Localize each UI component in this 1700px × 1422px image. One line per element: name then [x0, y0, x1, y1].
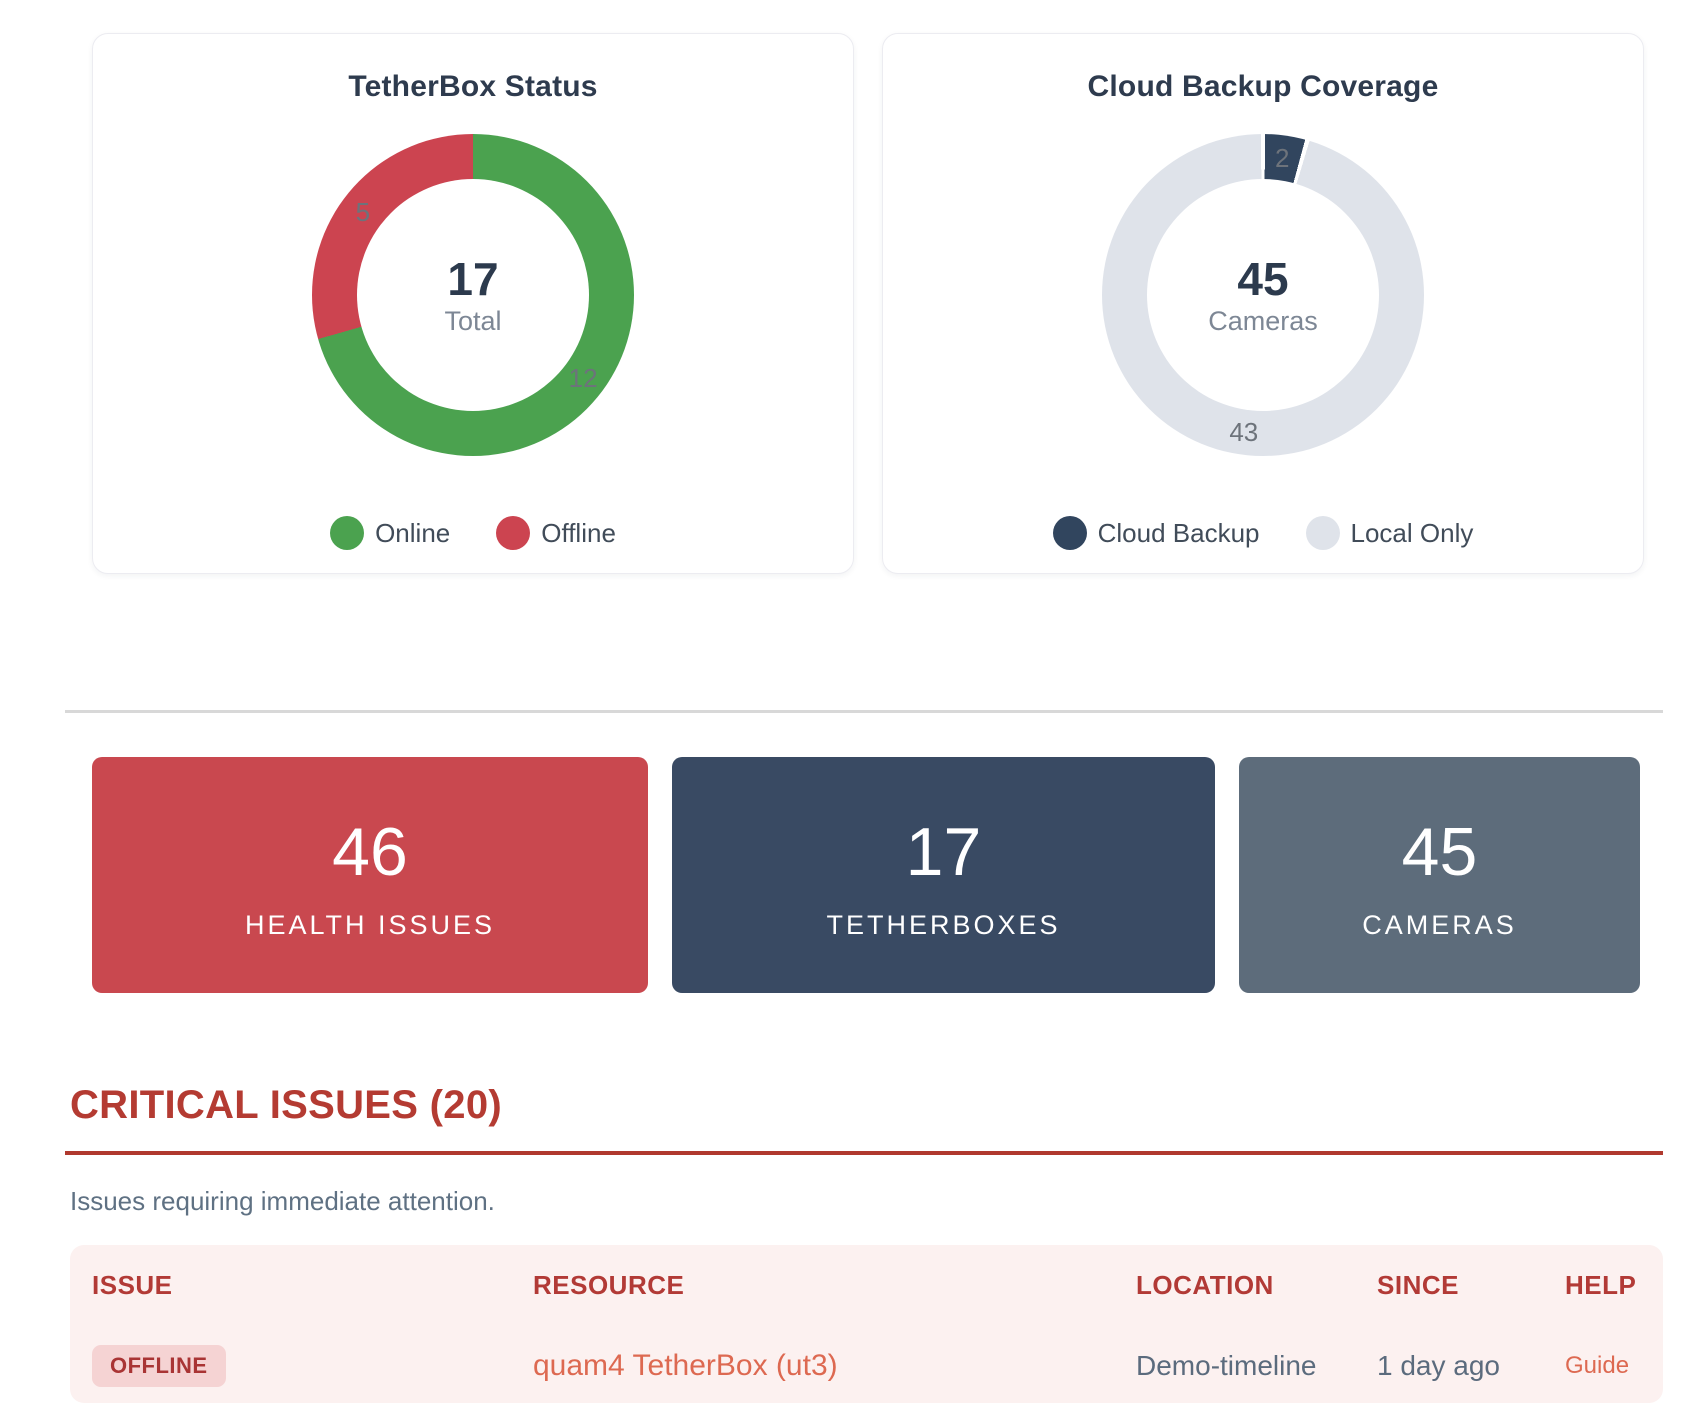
- col-header-help: HELP: [1565, 1269, 1637, 1300]
- donut-center: 17 Total: [357, 179, 589, 411]
- cameras-count: 45: [1401, 813, 1478, 890]
- critical-issues-table: ISSUE RESOURCE LOCATION SINCE HELP OFFLI…: [70, 1245, 1663, 1403]
- health-issues-label: HEALTH ISSUES: [244, 909, 496, 940]
- legend-label: Offline: [541, 517, 616, 548]
- section-divider: [65, 710, 1663, 713]
- total-label: Total: [444, 305, 502, 336]
- resource-link[interactable]: quam4 TetherBox (ut3): [533, 1349, 838, 1382]
- col-header-since: SINCE: [1377, 1269, 1459, 1300]
- health-issues-count: 46: [332, 813, 408, 890]
- critical-issues-subheading: Issues requiring immediate attention.: [70, 1186, 495, 1216]
- cameras-label: CAMERAS: [1362, 909, 1517, 940]
- offline-status-badge: OFFLINE: [92, 1345, 226, 1387]
- since-cell: 1 day ago: [1377, 1350, 1500, 1381]
- offline-dot-icon: [496, 516, 531, 550]
- legend-label: Online: [375, 517, 451, 548]
- total-value: 17: [447, 252, 499, 305]
- col-header-location: LOCATION: [1136, 1269, 1274, 1300]
- legend-item-local-only[interactable]: Local Only: [1305, 516, 1474, 550]
- critical-issues-rule: [65, 1151, 1663, 1155]
- location-cell: Demo-timeline: [1136, 1350, 1317, 1381]
- tetherboxes-count: 17: [905, 813, 982, 890]
- segment-value-label: 2: [1274, 143, 1290, 174]
- tetherbox-status-legend: Online Offline: [93, 516, 853, 550]
- cloud-backup-legend: Cloud Backup Local Only: [883, 516, 1643, 550]
- health-issues-tile[interactable]: 46 HEALTH ISSUES: [92, 757, 648, 993]
- guide-link[interactable]: Guide: [1565, 1352, 1630, 1379]
- stats-row: 46 HEALTH ISSUES 17 TETHERBOXES 45 CAMER…: [92, 757, 1640, 993]
- cloud-backup-coverage-title: Cloud Backup Coverage: [1087, 70, 1439, 103]
- legend-label: Local Only: [1350, 517, 1474, 548]
- cloud-backup-coverage-card: Cloud Backup Coverage 45 Cameras 2 43 Clo…: [882, 33, 1644, 574]
- local-only-dot-icon: [1305, 516, 1340, 550]
- online-dot-icon: [330, 516, 365, 550]
- segment-value-label: 5: [355, 196, 371, 227]
- col-header-resource: RESOURCE: [533, 1269, 685, 1300]
- tetherbox-status-donut-chart[interactable]: 17 Total 12 5: [312, 134, 634, 456]
- legend-item-offline[interactable]: Offline: [496, 516, 616, 550]
- critical-issues-heading: CRITICAL ISSUES (20): [70, 1083, 502, 1127]
- tetherbox-status-card: TetherBox Status 17 Total 12 5 Online Off…: [92, 33, 854, 574]
- cameras-label: Cameras: [1208, 305, 1318, 336]
- donut-center: 45 Cameras: [1147, 179, 1379, 411]
- legend-item-online[interactable]: Online: [330, 516, 450, 550]
- tetherboxes-label: TETHERBOXES: [826, 909, 1061, 940]
- cameras-tile[interactable]: 45 CAMERAS: [1239, 757, 1640, 993]
- charts-row: TetherBox Status 17 Total 12 5 Online Off…: [92, 33, 1644, 574]
- issue-cell: OFFLINE: [92, 1345, 533, 1387]
- cameras-value: 45: [1237, 252, 1289, 305]
- legend-item-cloud-backup[interactable]: Cloud Backup: [1052, 516, 1260, 550]
- tetherboxes-tile[interactable]: 17 TETHERBOXES: [672, 757, 1215, 993]
- segment-value-label: 43: [1229, 416, 1259, 447]
- cloud-backup-dot-icon: [1052, 516, 1087, 550]
- segment-value-label: 12: [568, 363, 598, 394]
- table-header-row: ISSUE RESOURCE LOCATION SINCE HELP: [92, 1259, 1637, 1311]
- col-header-issue: ISSUE: [92, 1269, 173, 1300]
- legend-label: Cloud Backup: [1097, 517, 1260, 548]
- table-row: OFFLINE quam4 TetherBox (ut3) Demo-timel…: [92, 1321, 1635, 1403]
- tetherbox-status-title: TetherBox Status: [348, 70, 598, 103]
- cloud-backup-donut-chart[interactable]: 45 Cameras 2 43: [1102, 134, 1424, 456]
